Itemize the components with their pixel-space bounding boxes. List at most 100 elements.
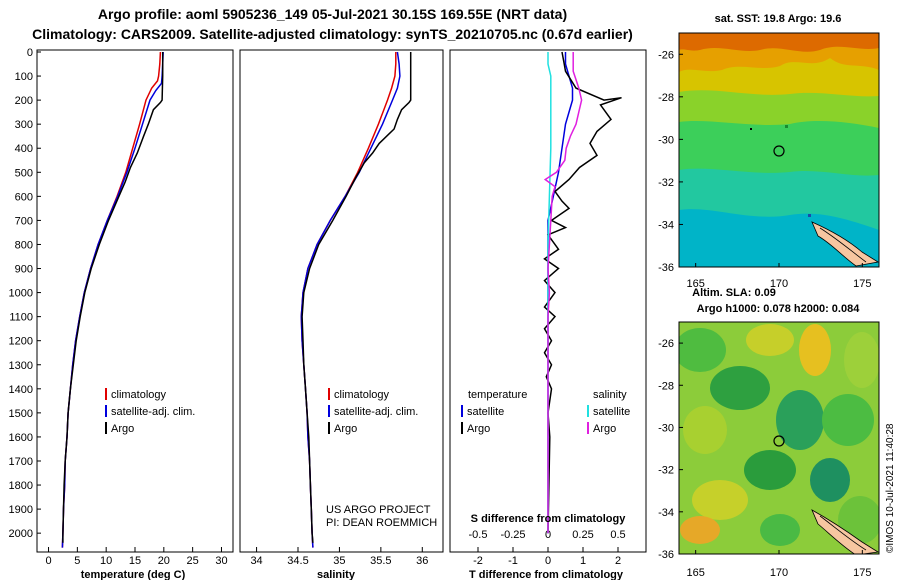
depth-tick-label: 1900 bbox=[9, 504, 33, 516]
series-line-argo bbox=[62, 52, 164, 543]
depth-tick-label: 1600 bbox=[9, 432, 33, 444]
temperature-xlabel: temperature (deg C) bbox=[81, 569, 186, 580]
s-difference-label: S difference from climatology bbox=[471, 513, 627, 525]
salinity-lines bbox=[300, 51, 412, 548]
depth-tick-label: 0 bbox=[27, 47, 33, 59]
temperature-lines bbox=[61, 51, 164, 548]
sst-argo-location-marker bbox=[773, 145, 785, 157]
salinity-tick-label: 35 bbox=[333, 555, 345, 567]
salinity-tick-label: 35.5 bbox=[370, 555, 391, 567]
s-difference-tick-label: 0 bbox=[545, 529, 551, 541]
legend-label-argo: Argo bbox=[334, 423, 357, 435]
salinity-tick-label: 36 bbox=[416, 555, 428, 567]
s-difference-tick-label: -0.25 bbox=[500, 529, 525, 541]
map-lat-tick-label: -34 bbox=[658, 219, 674, 231]
legend-label-t-argo: Argo bbox=[467, 423, 490, 435]
t-difference-tick-label: -2 bbox=[473, 555, 483, 567]
map-lat-tick-label: -28 bbox=[658, 92, 674, 104]
sla-map-axes: -26 -28 -30 -32 -34 -36 165 170 175 bbox=[658, 338, 871, 579]
sst-field bbox=[679, 33, 879, 267]
t-difference-tick-label: -1 bbox=[508, 555, 518, 567]
depth-tick-label: 2000 bbox=[9, 528, 33, 540]
depth-tick-label: 1100 bbox=[9, 312, 33, 324]
chart-title-line1: Argo profile: aoml 5905236_149 05-Jul-20… bbox=[97, 6, 568, 22]
depth-tick-label: 1000 bbox=[9, 288, 33, 300]
temperature-tick-label: 20 bbox=[158, 555, 170, 567]
depth-tick-label: 1500 bbox=[9, 408, 33, 420]
map-lon-tick-label: 170 bbox=[770, 278, 788, 290]
legend-label-s-argo: Argo bbox=[593, 423, 616, 435]
series-line-salinity-argo bbox=[543, 52, 583, 534]
sla-field bbox=[679, 322, 879, 554]
map-lat-tick-label: -30 bbox=[658, 422, 674, 434]
imos-timestamp: ©IMOS 10-Jul-2021 11:40:28 bbox=[885, 423, 896, 553]
credit-project: US ARGO PROJECT bbox=[326, 504, 431, 516]
temperature-tick-label: 25 bbox=[187, 555, 199, 567]
t-difference-tick-label: 1 bbox=[580, 555, 586, 567]
temperature-plot-frame bbox=[36, 49, 234, 553]
sla-map-title: Altim. SLA: 0.09 bbox=[692, 287, 776, 299]
difference-panel: -2 -1 0 1 2 -0.5 -0.25 0 0.25 0.5 T difference fr… bbox=[449, 49, 647, 580]
legend-label-s-satellite: satellite bbox=[593, 406, 630, 418]
salinity-legend: climatology satellite-adj. clim. Argo bbox=[328, 388, 418, 435]
temperature-tick-label: 5 bbox=[74, 555, 80, 567]
s-difference-tick-label: 0.25 bbox=[572, 529, 593, 541]
depth-tick-label: 1400 bbox=[9, 384, 33, 396]
temperature-tick-label: 10 bbox=[100, 555, 112, 567]
map-lon-tick-label: 175 bbox=[853, 278, 871, 290]
depth-tick-label: 100 bbox=[15, 71, 33, 83]
depth-tick-label: 300 bbox=[15, 119, 33, 131]
map-lat-tick-label: -36 bbox=[658, 262, 674, 274]
map-lat-tick-label: -36 bbox=[658, 549, 674, 561]
sst-map-title: sat. SST: 19.8 Argo: 19.6 bbox=[715, 13, 842, 25]
sla-map-subtitle: Argo h1000: 0.078 h2000: 0.084 bbox=[697, 303, 861, 315]
series-line-argo bbox=[301, 52, 412, 543]
map-lat-tick-label: -32 bbox=[658, 177, 674, 189]
map-lat-tick-label: -28 bbox=[658, 380, 674, 392]
legend-label-satellite: satellite-adj. clim. bbox=[111, 406, 195, 418]
temperature-tick-label: 15 bbox=[129, 555, 141, 567]
temperature-x-axis: 0 5 10 15 20 25 30 bbox=[45, 547, 228, 567]
map-lon-tick-label: 175 bbox=[853, 567, 871, 579]
chart-title-line2: Climatology: CARS2009. Satellite-adjuste… bbox=[32, 26, 633, 42]
map-lat-tick-label: -34 bbox=[658, 507, 674, 519]
salinity-xlabel: salinity bbox=[317, 569, 356, 580]
map-lon-tick-label: 170 bbox=[770, 567, 788, 579]
map-lat-tick-label: -32 bbox=[658, 465, 674, 477]
sla-map: Altim. SLA: 0.09 Argo h1000: 0.078 h2000… bbox=[658, 287, 896, 579]
depth-tick-label: 800 bbox=[15, 239, 33, 251]
depth-tick-label: 600 bbox=[15, 191, 33, 203]
s-difference-tick-label: -0.5 bbox=[469, 529, 488, 541]
salinity-plot-frame bbox=[239, 49, 444, 553]
map-lat-tick-label: -26 bbox=[658, 338, 674, 350]
temperature-legend: climatology satellite-adj. clim. Argo bbox=[105, 388, 195, 435]
salinity-tick-label: 34 bbox=[250, 555, 262, 567]
t-difference-tick-label: 2 bbox=[615, 555, 621, 567]
series-line-temperature-argo bbox=[543, 51, 622, 534]
depth-tick-label: 1800 bbox=[9, 480, 33, 492]
legend-label-t-satellite: satellite bbox=[467, 406, 504, 418]
s-difference-tick-label: 0.5 bbox=[610, 529, 625, 541]
sst-map-axes: -26 -28 -30 -32 -34 -36 165 170 175 bbox=[658, 49, 871, 290]
map-lat-tick-label: -26 bbox=[658, 49, 674, 61]
temperature-tick-label: 0 bbox=[45, 555, 51, 567]
difference-lines bbox=[543, 51, 622, 534]
salinity-x-axis: 34 34.5 35 35.5 36 bbox=[250, 547, 428, 567]
depth-tick-label: 200 bbox=[15, 95, 33, 107]
legend-label-climatology: climatology bbox=[334, 389, 390, 401]
difference-axes: -2 -1 0 1 2 -0.5 -0.25 0 0.25 0.5 bbox=[469, 529, 626, 567]
credit-pi: PI: DEAN ROEMMICH bbox=[326, 517, 437, 529]
legend-label-argo: Argo bbox=[111, 423, 134, 435]
salinity-panel: 34 34.5 35 35.5 36 salinity climatology sate… bbox=[239, 49, 444, 580]
depth-tick-label: 900 bbox=[15, 264, 33, 276]
legend-temperature-heading: temperature bbox=[468, 389, 527, 401]
temperature-panel: 0100200300400500600700800900100011001200… bbox=[9, 47, 454, 580]
map-lat-tick-label: -30 bbox=[658, 134, 674, 146]
salinity-tick-label: 34.5 bbox=[287, 555, 308, 567]
sla-argo-location-marker bbox=[773, 435, 785, 447]
map-lon-tick-label: 165 bbox=[686, 278, 704, 290]
legend-salinity-heading: salinity bbox=[593, 389, 627, 401]
depth-tick-label: 500 bbox=[15, 167, 33, 179]
depth-tick-label: 1700 bbox=[9, 456, 33, 468]
